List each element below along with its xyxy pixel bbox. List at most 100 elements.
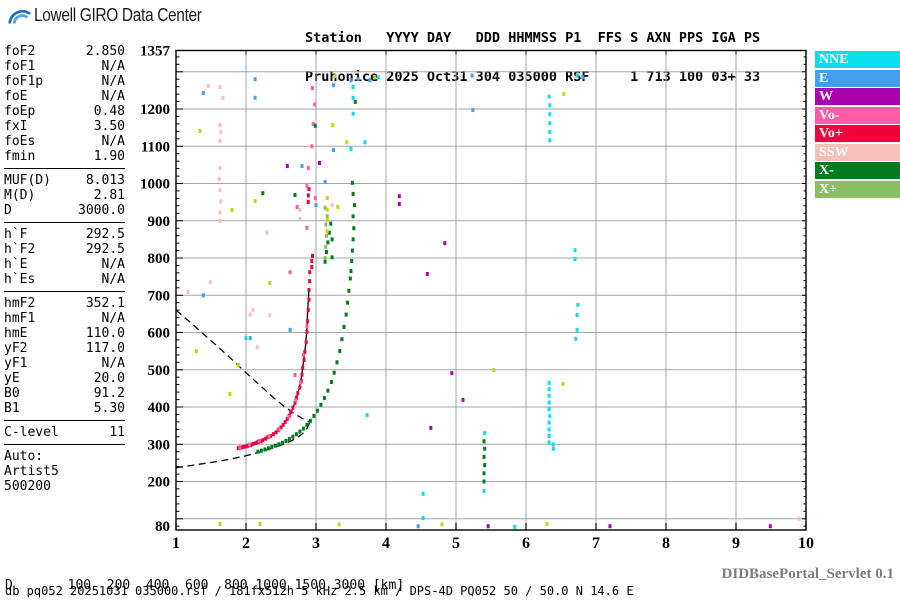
x-tick-label: 6 — [522, 535, 530, 552]
y-tick-label: 200 — [148, 475, 171, 491]
x-tick-label: 1 — [172, 535, 180, 552]
param-row-hE: h`E N/A — [4, 257, 125, 272]
legend-item-X: X+ — [815, 180, 900, 198]
logo: Lowell GIRO Data Center — [7, 4, 229, 26]
param-value: 20.0 — [93, 371, 125, 386]
param-row-fxI: fxI 3.50 — [4, 119, 125, 134]
y-tick-label: 600 — [148, 326, 171, 342]
y-tick-label: 800 — [148, 251, 171, 267]
param-label: foF2 — [4, 44, 36, 59]
autoscaling-info-line: Artist5 — [4, 464, 59, 479]
file-info-line: db pq052 20251031 035000.rsf / 181fx512h… — [5, 584, 634, 598]
echo-series-W — [285, 161, 772, 529]
param-label: foF1 — [4, 59, 36, 74]
param-row-B1: B1 5.30 — [4, 401, 125, 416]
param-row-fmin: fmin 1.90 — [4, 149, 125, 164]
param-value: N/A — [101, 74, 125, 89]
param-label: h`F — [4, 227, 28, 242]
measurement-header: Station YYYY DAY DDD HHMMSS P1 FFS S AXN… — [305, 6, 760, 110]
param-row-foF1p: foF1p N/A — [4, 74, 125, 89]
parameter-panel: foF2 2.850 foF1 N/A foF1p N/A foE N/A foEp 0.48 fx… — [4, 44, 125, 494]
y-tick-label: 1000 — [140, 177, 170, 193]
logo-text: Lowell GIRO Data Center — [34, 4, 202, 25]
y-tick-label: 400 — [148, 400, 171, 416]
param-value: 11 — [109, 425, 125, 440]
y-tick-label: 1100 — [141, 139, 170, 155]
x-tick-label: 5 — [452, 535, 460, 552]
echo-series-X — [256, 99, 487, 484]
param-value: N/A — [101, 356, 125, 371]
param-label: B1 — [4, 401, 20, 416]
y-tick-label: 900 — [148, 214, 171, 230]
param-value: 8.013 — [85, 173, 125, 188]
param-value: 0.48 — [93, 104, 125, 119]
legend-item-Vo: Vo- — [815, 106, 900, 124]
param-value: 3000.0 — [78, 203, 125, 218]
echo-series-other — [194, 74, 566, 527]
param-value: 292.5 — [85, 227, 125, 242]
param-label: h`F2 — [4, 242, 36, 257]
autoscaling-info-line: Auto: — [4, 449, 44, 464]
param-value: N/A — [101, 311, 125, 326]
separator-line — [4, 291, 125, 292]
separator-line — [4, 420, 125, 421]
legend-item-SSW: SSW — [815, 143, 900, 161]
param-label: hmF1 — [4, 311, 36, 326]
param-value: 292.5 — [85, 242, 125, 257]
param-label: C-level — [4, 425, 59, 440]
param-row-foEp: foEp 0.48 — [4, 104, 125, 119]
echo-series-X — [323, 205, 329, 260]
legend-item-X: X- — [815, 162, 900, 179]
param-row-hmE: hmE 110.0 — [4, 326, 125, 341]
param-value: 2.81 — [93, 188, 125, 203]
y-tick-label: 500 — [148, 363, 171, 379]
param-value: N/A — [101, 272, 125, 287]
param-label: fmin — [4, 149, 36, 164]
param-row-hmF2: hmF2 352.1 — [4, 296, 125, 311]
param-value: 110.0 — [85, 326, 125, 341]
y-tick-label: 700 — [148, 288, 171, 304]
param-label: h`Es — [4, 272, 36, 287]
separator-line — [4, 222, 125, 223]
legend-item-W: W — [815, 88, 900, 105]
y-tick-label: 80 — [155, 519, 170, 535]
param-value: 3.50 — [93, 119, 125, 134]
separator-line — [4, 444, 125, 445]
param-value: N/A — [101, 257, 125, 272]
param-row-hF2: h`F2 292.5 — [4, 242, 125, 257]
param-value: N/A — [101, 59, 125, 74]
echo-series-NNE — [244, 73, 580, 529]
param-label: M(D) — [4, 188, 36, 203]
param-value: 1.90 — [93, 149, 125, 164]
echo-series-SSW — [186, 83, 801, 521]
curve-o-trace-fit — [242, 288, 310, 448]
param-value: N/A — [101, 134, 125, 149]
y-tick-label: 300 — [148, 437, 171, 453]
param-label: yF2 — [4, 341, 28, 356]
axis-tick-labels: 1357120011001000900800700600500400300200… — [140, 44, 814, 553]
giro-logo-icon — [8, 10, 31, 24]
x-tick-label: 7 — [592, 535, 600, 552]
param-value: 117.0 — [85, 341, 125, 356]
echo-series-Vo — [238, 86, 317, 450]
param-label: h`E — [4, 257, 28, 272]
param-label: foE — [4, 89, 28, 104]
param-row-hEs: h`Es N/A — [4, 272, 125, 287]
curve-transmission-upper — [175, 309, 311, 424]
x-tick-label: 4 — [382, 535, 390, 552]
separator-line — [4, 168, 125, 169]
param-label: foEp — [4, 104, 36, 119]
param-value: 5.30 — [93, 401, 125, 416]
param-label: foEs — [4, 134, 36, 149]
echo-direction-legend: NNE E W Vo- Vo+ SSW X- X+ — [815, 51, 900, 199]
param-label: hmF2 — [4, 296, 36, 311]
param-label: fxI — [4, 119, 28, 134]
x-tick-label: 8 — [662, 535, 670, 552]
param-row-Clevel: C-level 11 — [4, 425, 125, 440]
param-row-MUFD: MUF(D) 8.013 — [4, 173, 125, 188]
legend-item-NNE: NNE — [815, 51, 900, 68]
x-tick-label: 9 — [732, 535, 740, 552]
param-label: yF1 — [4, 356, 28, 371]
